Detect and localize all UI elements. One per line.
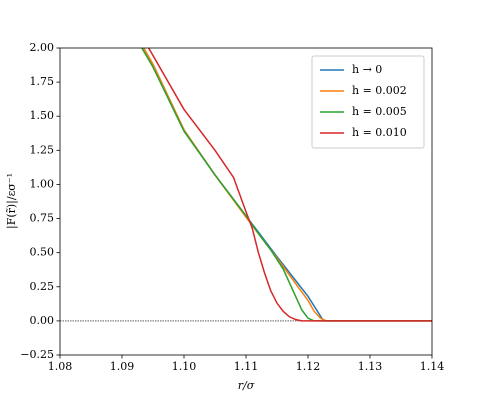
y-tick-label: 1.50 bbox=[30, 109, 55, 122]
legend-label: h → 0 bbox=[352, 63, 382, 76]
y-tick-label: 0.00 bbox=[30, 314, 55, 327]
y-tick-label: 0.25 bbox=[30, 280, 55, 293]
line bbox=[141, 48, 432, 322]
legend-label: h = 0.005 bbox=[352, 105, 407, 118]
x-tick-label: 1.13 bbox=[358, 360, 383, 373]
y-axis-label: |F(r̃)|/εσ⁻¹ bbox=[5, 173, 19, 229]
legend-label: h = 0.002 bbox=[352, 84, 407, 97]
x-tick-label: 1.12 bbox=[296, 360, 321, 373]
legend-box bbox=[311, 55, 425, 149]
y-tick-label: 0.50 bbox=[30, 246, 55, 259]
x-tick-label: 1.14 bbox=[420, 360, 445, 373]
y-tick-label: 0.75 bbox=[30, 212, 55, 225]
line bbox=[148, 48, 432, 322]
x-tick-label: 1.10 bbox=[172, 360, 197, 373]
axes-frame bbox=[59, 47, 433, 356]
x-tick-label: 1.11 bbox=[234, 360, 259, 373]
legend-label: h = 0.010 bbox=[352, 126, 407, 139]
y-tick-label: 2.00 bbox=[30, 41, 55, 54]
x-tick-label: 1.08 bbox=[48, 360, 73, 373]
x-axis-label: r/σ bbox=[238, 379, 255, 392]
y-tick-label: 1.25 bbox=[30, 143, 55, 156]
plot-area bbox=[141, 48, 432, 322]
x-tick-label: 1.09 bbox=[110, 360, 135, 373]
y-tick-label: 1.00 bbox=[30, 177, 55, 190]
y-tick-label: −0.25 bbox=[20, 348, 54, 361]
y-tick-label: 1.75 bbox=[30, 75, 55, 88]
